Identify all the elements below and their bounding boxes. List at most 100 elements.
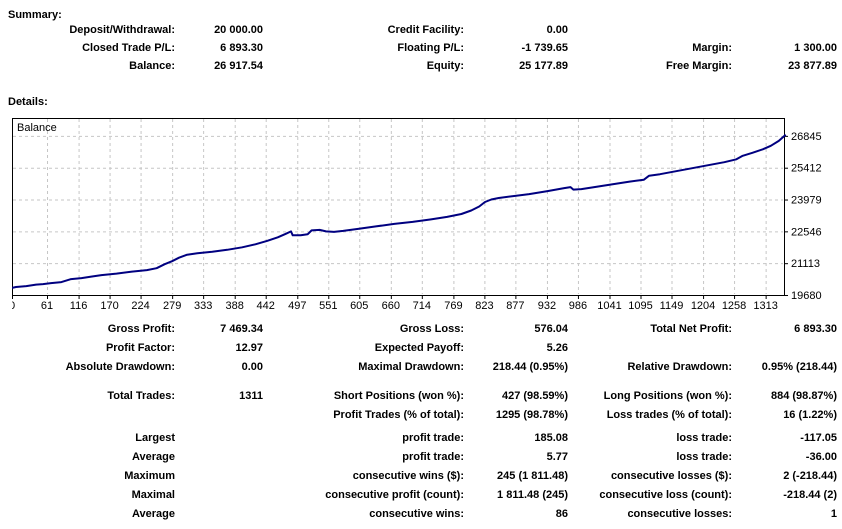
stat-label: profit trade:: [402, 451, 464, 463]
stat-value: -1 739.65: [521, 42, 568, 54]
x-tick-label: 1204: [691, 300, 715, 312]
stats-row: Maximum consecutive wins ($): 245 (1 811.4…: [0, 467, 837, 486]
stat-label: consecutive loss (count):: [599, 489, 732, 501]
x-tick-label: 1313: [753, 300, 777, 312]
x-tick-label: 877: [506, 300, 524, 312]
stat-label: Credit Facility:: [387, 24, 464, 36]
details-section-title: Details:: [8, 96, 48, 108]
stat-label: profit trade:: [402, 432, 464, 444]
chart-border: [12, 118, 785, 296]
x-tick-label: 1258: [722, 300, 746, 312]
stats-row: Average consecutive wins: 86 consecutive lo…: [0, 505, 837, 524]
x-tick-label: 986: [569, 300, 587, 312]
x-tick-label: 769: [444, 300, 462, 312]
stats-row: Total Trades: 1311 Short Positions (won %)…: [0, 387, 837, 406]
stat-label: Loss trades (% of total):: [606, 409, 732, 421]
stat-value: 1295 (98.78%): [495, 409, 568, 421]
stat-value: 23 877.89: [788, 60, 837, 72]
stat-value: 1311: [239, 390, 263, 402]
x-tick-label: 333: [194, 300, 212, 312]
stat-value: 2 (-218.44): [783, 470, 837, 482]
stat-value: 884 (98.87%): [770, 390, 837, 402]
y-tick-label: 26845: [791, 131, 822, 143]
stat-label: loss trade:: [676, 451, 732, 463]
balance-chart: 0 61 116 170 224 279 333 388 442 497 551 605 660 714 7…: [9, 118, 842, 318]
stat-value: 218.44 (0.95%): [492, 361, 568, 373]
stat-label: consecutive profit (count):: [325, 489, 464, 501]
stat-label: Free Margin:: [665, 60, 732, 72]
y-tick-label: 19680: [791, 290, 822, 302]
x-tick-label: 442: [257, 300, 275, 312]
x-tick-label: 388: [226, 300, 244, 312]
stat-label: Short Positions (won %):: [333, 390, 464, 402]
stat-value: [175, 406, 263, 425]
x-tick-label: 932: [538, 300, 556, 312]
y-tick-label: 23979: [791, 195, 822, 207]
x-tick-label: 170: [100, 300, 118, 312]
stat-value: 20 000.00: [214, 24, 263, 36]
stat-label: consecutive losses ($):: [610, 470, 732, 482]
stat-value: 5.77: [546, 451, 568, 463]
x-tick-label: 224: [131, 300, 149, 312]
stat-value: 6 893.30: [220, 42, 263, 54]
stat-label: [568, 21, 732, 39]
stat-value: 6 893.30: [794, 323, 837, 335]
stat-label: Floating P/L:: [397, 42, 464, 54]
stat-label: Profit Trades (% of total):: [333, 409, 464, 421]
stat-value: 12.97: [235, 342, 263, 354]
stat-value: -218.44 (2): [783, 489, 837, 501]
x-tick-label: 116: [70, 300, 88, 312]
stat-label: Average: [131, 451, 175, 463]
stat-label: Total Net Profit:: [650, 323, 732, 335]
stat-value: 1 300.00: [794, 42, 837, 54]
stat-value: [175, 486, 263, 505]
stats-row: Profit Factor: 12.97 Expected Payoff: 5.26: [0, 339, 837, 358]
stats-row: Absolute Drawdown: 0.00 Maximal Drawdown: 2…: [0, 358, 837, 377]
stat-label: consecutive losses:: [627, 508, 732, 520]
stat-label: Margin:: [692, 42, 732, 54]
x-tick-label: 1149: [660, 300, 684, 312]
stat-value: 86: [555, 508, 568, 520]
x-tick-label: 714: [413, 300, 431, 312]
stat-value: 0.00: [546, 24, 568, 36]
stats-row: Closed Trade P/L: 6 893.30 Floating P/L: -1…: [0, 39, 837, 57]
x-tick-label: 61: [41, 300, 53, 312]
stats-row: Deposit/Withdrawal: 20 000.00 Credit Facil…: [0, 21, 837, 39]
stat-value: -117.05: [800, 432, 837, 444]
stat-label: Equity:: [426, 60, 464, 72]
stat-label: consecutive wins:: [369, 508, 464, 520]
stat-value: 576.04: [534, 323, 568, 335]
balance-series-line: [11, 134, 787, 289]
y-tick-label: 21113: [791, 258, 820, 270]
stat-label: Balance:: [129, 60, 175, 72]
stat-label: [0, 406, 175, 425]
x-tick-label: 823: [475, 300, 493, 312]
stat-label: Absolute Drawdown:: [65, 361, 175, 373]
x-tick-label: 1095: [628, 300, 652, 312]
stat-value: 0.95% (218.44): [761, 361, 837, 373]
stat-label: Maximum: [124, 470, 175, 482]
stat-value: 25 177.89: [519, 60, 568, 72]
x-tick-label: 279: [163, 300, 181, 312]
stat-value: 1: [830, 508, 837, 520]
stats-row: Maximal consecutive profit (count): 1 811.…: [0, 486, 837, 505]
x-tick-label: 605: [350, 300, 368, 312]
stat-value: [175, 467, 263, 486]
stat-value: [175, 448, 263, 467]
stat-value: 7 469.34: [220, 323, 263, 335]
stat-label: Maximal Drawdown:: [358, 361, 464, 373]
stat-value: 1 811.48 (245): [497, 489, 568, 501]
stat-label: Relative Drawdown:: [627, 361, 732, 373]
stat-label: Average: [131, 508, 175, 520]
x-tick-label: 551: [319, 300, 337, 312]
stat-value: [732, 21, 837, 39]
stat-value: [732, 339, 837, 358]
stat-label: Closed Trade P/L:: [82, 42, 175, 54]
details-table: Gross Profit: 7 469.34 Gross Loss: 576.04 To…: [0, 320, 837, 524]
stat-label: Deposit/Withdrawal:: [69, 24, 175, 36]
stat-value: 245 (1 811.48): [497, 470, 568, 482]
balance-chart-svg: 0 61 116 170 224 279 333 388 442 497 551 605 660 714 7…: [9, 118, 822, 312]
x-tick-label: 0: [12, 300, 15, 312]
chart-series-label: Balance: [17, 122, 57, 134]
stat-value: [175, 505, 263, 524]
